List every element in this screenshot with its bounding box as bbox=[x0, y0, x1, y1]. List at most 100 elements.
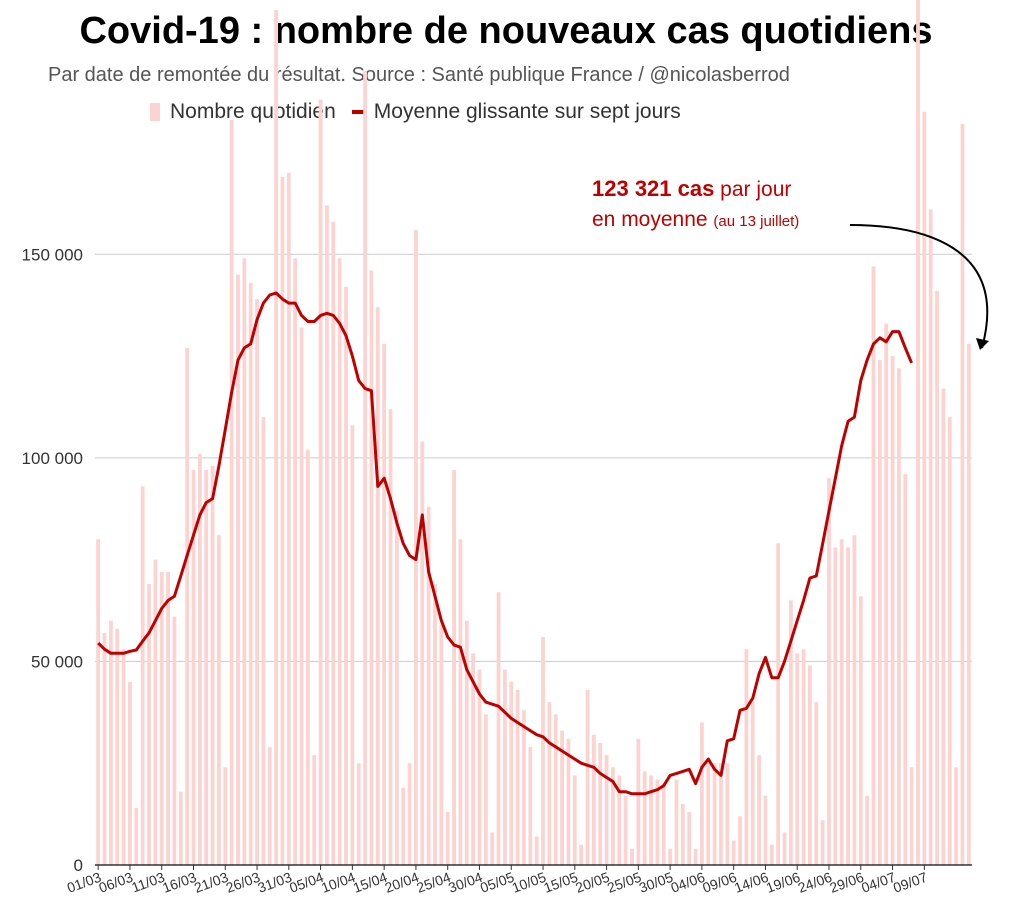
daily-bar bbox=[655, 779, 660, 865]
daily-bar bbox=[909, 767, 914, 865]
daily-bar bbox=[248, 282, 253, 865]
daily-bar bbox=[795, 653, 800, 865]
y-tick-label: 50 000 bbox=[31, 652, 83, 671]
daily-bar bbox=[560, 730, 565, 865]
legend-bars-label: Nombre quotidien bbox=[170, 100, 336, 123]
daily-bar bbox=[884, 323, 889, 865]
daily-bar bbox=[846, 547, 850, 865]
daily-bar bbox=[865, 795, 870, 865]
y-tick-label: 100 000 bbox=[22, 449, 83, 468]
daily-bar bbox=[496, 592, 501, 865]
daily-bar bbox=[839, 539, 844, 865]
daily-bar bbox=[426, 506, 431, 865]
legend: Nombre quotidien Moyenne glissante sur s… bbox=[150, 100, 681, 124]
daily-bar bbox=[547, 702, 552, 865]
daily-bar bbox=[229, 119, 234, 865]
daily-bar bbox=[744, 649, 749, 865]
daily-bar bbox=[325, 205, 329, 865]
daily-bar bbox=[680, 803, 685, 865]
daily-bar bbox=[668, 848, 673, 865]
daily-bars bbox=[96, 0, 971, 866]
daily-bar bbox=[375, 307, 380, 865]
daily-bar bbox=[617, 775, 622, 865]
daily-bar bbox=[382, 343, 387, 865]
arrow-head-icon bbox=[976, 338, 989, 350]
daily-bar bbox=[649, 775, 653, 865]
daily-bar bbox=[719, 763, 723, 865]
daily-bar bbox=[877, 360, 882, 865]
daily-bar bbox=[344, 286, 348, 865]
daily-bar bbox=[318, 99, 323, 866]
daily-bar bbox=[242, 258, 247, 865]
daily-bar bbox=[477, 669, 482, 865]
daily-bar bbox=[420, 441, 425, 865]
daily-bar bbox=[661, 783, 666, 865]
daily-bar bbox=[687, 812, 692, 865]
daily-bar bbox=[935, 290, 939, 865]
daily-bar bbox=[769, 844, 774, 865]
daily-bar bbox=[312, 755, 317, 865]
daily-bar bbox=[401, 787, 406, 865]
daily-bar bbox=[236, 274, 240, 866]
daily-bar bbox=[153, 559, 158, 865]
daily-bar bbox=[255, 299, 259, 866]
moving-average-line bbox=[97, 291, 913, 796]
daily-bar bbox=[471, 653, 476, 865]
daily-bar bbox=[509, 681, 514, 865]
annotation-text1: par jour bbox=[714, 178, 792, 201]
daily-bar bbox=[414, 229, 418, 865]
daily-bar bbox=[572, 775, 577, 865]
axes: 01/0306/0311/0316/0321/0326/0331/0305/04… bbox=[65, 864, 972, 896]
daily-bar bbox=[286, 172, 291, 865]
chart-title: Covid-19 : nombre de nouveaux cas quotid… bbox=[79, 10, 933, 52]
daily-bar bbox=[331, 221, 336, 865]
daily-bar bbox=[261, 417, 266, 865]
daily-bar bbox=[947, 417, 952, 865]
daily-bar bbox=[178, 791, 183, 865]
daily-bar bbox=[712, 763, 717, 865]
daily-bar bbox=[217, 535, 221, 865]
daily-bar bbox=[439, 624, 444, 865]
daily-bar bbox=[267, 746, 272, 865]
daily-bar bbox=[147, 584, 151, 865]
daily-bar bbox=[776, 543, 781, 865]
daily-bar bbox=[623, 795, 628, 865]
daily-bar bbox=[369, 270, 374, 866]
daily-bar bbox=[757, 755, 762, 865]
daily-bar bbox=[553, 714, 558, 865]
daily-bar bbox=[191, 470, 196, 865]
daily-bar bbox=[814, 702, 819, 865]
daily-bar bbox=[185, 347, 190, 865]
daily-bar bbox=[293, 258, 298, 865]
legend-line-label: Moyenne glissante sur sept jours bbox=[373, 100, 681, 123]
daily-bar bbox=[121, 649, 126, 865]
y-tick-label: 150 000 bbox=[22, 245, 83, 264]
daily-bar bbox=[954, 767, 959, 865]
daily-bar bbox=[801, 649, 806, 865]
daily-bar bbox=[452, 470, 456, 865]
daily-bar bbox=[108, 620, 113, 865]
daily-bar bbox=[808, 665, 812, 865]
daily-bar bbox=[916, 0, 920, 865]
chart-subtitle: Par date de remontée du résultat. Source… bbox=[48, 64, 790, 86]
daily-bar bbox=[852, 535, 857, 865]
daily-bar bbox=[140, 486, 145, 865]
moving-average bbox=[97, 291, 913, 796]
legend-bar-swatch bbox=[150, 103, 160, 121]
daily-bar bbox=[820, 820, 825, 865]
daily-bar bbox=[541, 637, 545, 865]
annotation-arrow bbox=[849, 224, 989, 349]
daily-bar bbox=[700, 722, 704, 865]
daily-bar bbox=[197, 453, 202, 865]
daily-bar bbox=[490, 832, 495, 865]
daily-bar bbox=[922, 111, 927, 866]
daily-bar bbox=[928, 209, 933, 865]
daily-bar bbox=[674, 779, 679, 865]
daily-bar bbox=[223, 767, 228, 865]
daily-bar bbox=[960, 124, 965, 865]
daily-bar bbox=[159, 571, 164, 865]
daily-bar bbox=[204, 470, 209, 865]
daily-bar bbox=[337, 258, 342, 865]
daily-bar bbox=[731, 840, 736, 865]
